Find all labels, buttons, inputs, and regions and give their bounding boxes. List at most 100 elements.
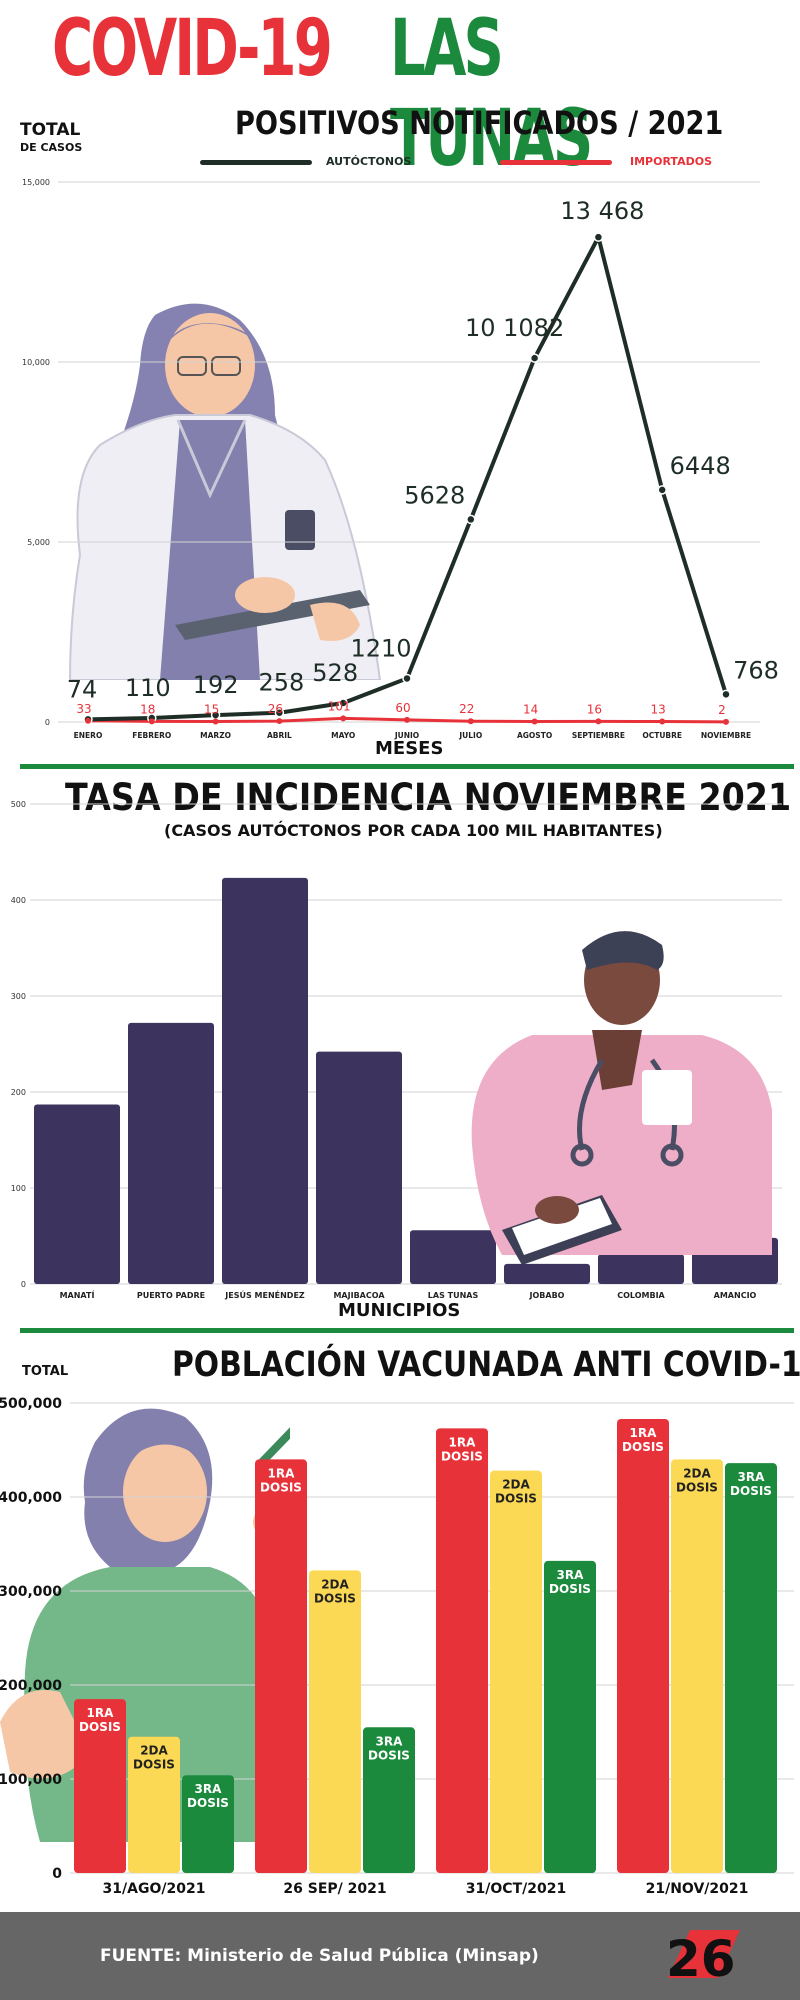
bar-3ra-dosis bbox=[363, 1727, 415, 1873]
point-importados bbox=[276, 718, 283, 725]
point-autoctonos bbox=[274, 707, 285, 718]
x-tick-label: PUERTO PADRE bbox=[137, 1291, 205, 1300]
x-tick-label: JESÚS MENÉNDEZ bbox=[224, 1289, 305, 1300]
x-tick-label: JULIO bbox=[458, 731, 482, 740]
legend-importados-label: IMPORTADOS bbox=[630, 155, 712, 168]
bar-label: 1RA bbox=[87, 1706, 115, 1720]
point-autoctonos bbox=[338, 698, 348, 708]
data-label-importados: 22 bbox=[459, 702, 474, 716]
bar-label: DOSIS bbox=[368, 1748, 410, 1762]
section1-title: POSITIVOS NOTIFICADOS / 2021 bbox=[235, 104, 724, 142]
x-tick-label: AGOSTO bbox=[517, 731, 552, 740]
data-label-importados: 101 bbox=[328, 699, 351, 713]
bar-las-tunas bbox=[410, 1230, 496, 1284]
y-tick-label: 300,000 bbox=[0, 1584, 62, 1600]
bar-manatí bbox=[34, 1104, 120, 1284]
y-tick-label: 200 bbox=[11, 1088, 26, 1097]
point-autoctonos bbox=[593, 232, 604, 242]
bar-2da-dosis bbox=[309, 1570, 361, 1873]
data-label-autoctonos: 5628 bbox=[404, 481, 465, 509]
y-tick-label: 200,000 bbox=[0, 1678, 62, 1694]
bar-label: DOSIS bbox=[260, 1480, 302, 1494]
bar-label: 3RA bbox=[738, 1470, 766, 1484]
bar-1ra-dosis bbox=[74, 1699, 126, 1873]
bar-label: DOSIS bbox=[314, 1591, 356, 1605]
bar-label: DOSIS bbox=[79, 1720, 121, 1734]
bar-label: 1RA bbox=[449, 1435, 477, 1449]
bar-label: 2DA bbox=[502, 1478, 530, 1492]
x-tick-label: OCTUBRE bbox=[642, 731, 682, 740]
divider-2 bbox=[20, 1328, 794, 1333]
y-tick-label: 500,000 bbox=[0, 1396, 62, 1412]
x-tick-label: JUNIO bbox=[394, 731, 419, 740]
nurse-illustration bbox=[0, 1408, 290, 1842]
y-tick-label: 10,000 bbox=[22, 358, 50, 367]
positivos-line-chart: 0 5,000 10,000 15,000 ENERO FEBRERO MARZO ABRIL… bbox=[22, 178, 779, 740]
legend-importados-swatch bbox=[500, 160, 612, 165]
data-label-importados: 33 bbox=[76, 702, 91, 716]
data-label-autoctonos: 74 bbox=[67, 675, 98, 703]
data-label-autoctonos: 10 1082 bbox=[465, 314, 564, 342]
x-tick-label: LAS TUNAS bbox=[428, 1291, 479, 1300]
data-label-importados: 26 bbox=[268, 702, 283, 716]
incidencia-bar-chart: 0 100 200 300 400 500 MANATÍ PUERTO PADRE JESÚS … bbox=[11, 800, 782, 1300]
point-importados bbox=[148, 718, 155, 725]
data-label-autoctonos: 768 bbox=[733, 656, 779, 684]
x-tick-label: COLOMBIA bbox=[617, 1291, 665, 1300]
bar-label: 3RA bbox=[195, 1782, 223, 1796]
data-label-importados: 13 bbox=[651, 703, 666, 717]
bar-label: 3RA bbox=[557, 1568, 585, 1582]
x-tick-label: MAYO bbox=[331, 731, 355, 740]
data-label-autoctonos: 110 bbox=[125, 674, 171, 702]
point-importados bbox=[659, 718, 666, 725]
bar-3ra-dosis bbox=[725, 1463, 777, 1873]
bar-label: 1RA bbox=[268, 1466, 296, 1480]
x-tick-label: 21/NOV/2021 bbox=[646, 1881, 749, 1897]
legend-autoctonos-label: AUTÓCTONOS bbox=[326, 155, 412, 168]
doctor-woman-illustration bbox=[68, 303, 382, 680]
bar-label: 1RA bbox=[630, 1426, 658, 1440]
point-autoctonos bbox=[721, 689, 731, 700]
bar-label: DOSIS bbox=[730, 1484, 772, 1498]
title-green: LAS TUNAS bbox=[390, 4, 593, 184]
point-importados bbox=[404, 716, 410, 723]
divider-1 bbox=[20, 764, 794, 769]
y-tick-label: 0 bbox=[21, 1280, 26, 1289]
point-importados bbox=[212, 718, 219, 725]
bar-2da-dosis bbox=[128, 1736, 180, 1873]
total-label: TOTAL bbox=[20, 120, 81, 140]
x-tick-label: FEBRERO bbox=[132, 731, 171, 740]
bar-1ra-dosis bbox=[436, 1428, 488, 1873]
data-label-importados: 18 bbox=[140, 702, 155, 716]
x-tick-label: ENERO bbox=[74, 731, 103, 740]
main-title: COVID-19 LAS TUNAS bbox=[0, 4, 800, 184]
data-label-importados: 15 bbox=[204, 702, 219, 716]
y-tick-label: 100,000 bbox=[0, 1772, 62, 1788]
legend-autoctonos-swatch bbox=[200, 160, 312, 165]
point-importados bbox=[531, 718, 538, 725]
section2-subtitle: (CASOS AUTÓCTONOS POR CADA 100 MIL HABIT… bbox=[164, 821, 663, 840]
bar-3ra-dosis bbox=[544, 1560, 596, 1873]
point-autoctonos bbox=[402, 673, 412, 684]
x-tick-label: MANATÍ bbox=[60, 1289, 95, 1300]
bar-jesús-menéndez bbox=[222, 877, 308, 1284]
x-tick-label: 31/OCT/2021 bbox=[466, 1881, 566, 1897]
y-tick-label: 100 bbox=[11, 1184, 26, 1193]
bar-colombia bbox=[598, 1254, 684, 1284]
bar-puerto-padre bbox=[128, 1022, 214, 1284]
data-label-autoctonos: 1210 bbox=[350, 634, 411, 662]
svg-text:26: 26 bbox=[666, 1930, 736, 1982]
canal-26-logo: 26 bbox=[666, 1930, 740, 1982]
x-tick-label: SEPTIEMBRE bbox=[572, 731, 625, 740]
bar-jobabo bbox=[504, 1263, 590, 1284]
bar-majibacoa bbox=[316, 1051, 402, 1284]
bar-label: DOSIS bbox=[133, 1758, 175, 1772]
data-label-importados: 2 bbox=[718, 703, 726, 717]
footer: FUENTE: Ministerio de Salud Pública (Min… bbox=[0, 1912, 800, 2000]
point-importados bbox=[85, 717, 91, 724]
x-tick-label: MARZO bbox=[200, 731, 231, 740]
source-text: FUENTE: Ministerio de Salud Pública (Min… bbox=[100, 1946, 539, 1966]
y-tick-label: 0 bbox=[45, 718, 50, 727]
section2-title: TASA DE INCIDENCIA NOVIEMBRE 2021 bbox=[65, 776, 792, 819]
bar-label: DOSIS bbox=[676, 1480, 718, 1494]
